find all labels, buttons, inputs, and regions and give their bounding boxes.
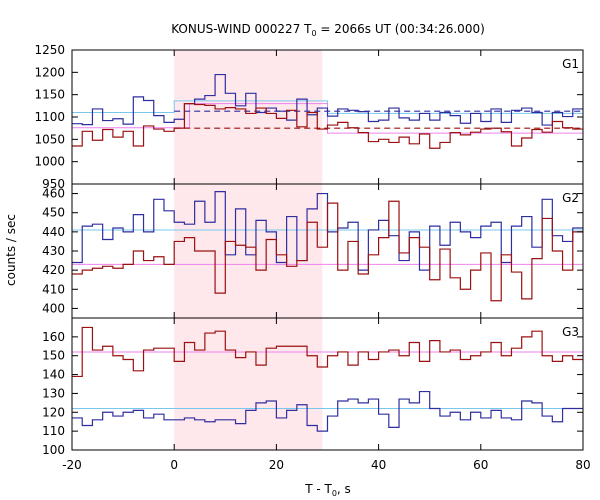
step-series-G2-red [72, 200, 583, 302]
x-tick-label-20: 20 [269, 458, 284, 472]
y-tick-label-G1-1250: 1250 [34, 43, 65, 57]
x-tick-label-0: 0 [170, 458, 178, 472]
y-tick-label-G3-120: 120 [42, 405, 65, 419]
x-tick-label-80: 80 [575, 458, 590, 472]
y-tick-label-G3-130: 130 [42, 386, 65, 400]
y-tick-label-G1-1000: 1000 [34, 155, 65, 169]
y-tick-label-G2-460: 460 [42, 187, 65, 201]
y-tick-label-G3-160: 160 [42, 330, 65, 344]
y-tick-label-G2-430: 430 [42, 244, 65, 258]
panel-frame-G3 [71, 317, 584, 451]
x-axis-label: T - T0, s [304, 482, 351, 498]
y-tick-label-G1-1050: 1050 [34, 132, 65, 146]
step-series-G1-blue [72, 73, 583, 126]
y-tick-label-G2-440: 440 [42, 225, 65, 239]
panel-label-G3: G3 [562, 325, 579, 339]
level-line-G1-cyan [72, 100, 583, 114]
step-series-G3-blue [72, 390, 583, 432]
y-tick-label-G1-950: 950 [42, 177, 65, 191]
y-tick-label-G2-400: 400 [42, 301, 65, 315]
y-tick-label-G2-420: 420 [42, 263, 65, 277]
y-tick-label-G2-450: 450 [42, 206, 65, 220]
step-series-G1-red [72, 103, 583, 149]
y-tick-label-G1-1100: 1100 [34, 110, 65, 124]
y-tick-label-G3-140: 140 [42, 368, 65, 382]
y-tick-label-G1-1200: 1200 [34, 65, 65, 79]
x-tick-label-40: 40 [371, 458, 386, 472]
shaded-interval-G1 [174, 50, 323, 184]
y-tick-label-G2-410: 410 [42, 282, 65, 296]
y-tick-label-G3-110: 110 [42, 424, 65, 438]
panel-label-G1: G1 [562, 57, 579, 71]
y-tick-label-G3-100: 100 [42, 443, 65, 457]
step-series-G3-red [72, 326, 583, 378]
x-tick-label-60: 60 [473, 458, 488, 472]
y-axis-label: counts / sec [4, 214, 18, 286]
chart-title: KONUS-WIND 000227 T0 = 2066s UT (00:34:2… [171, 22, 485, 38]
panel-label-G2: G2 [562, 191, 579, 205]
shaded-interval-G3 [174, 318, 323, 450]
y-tick-label-G1-1150: 1150 [34, 88, 65, 102]
x-tick-label--20: -20 [62, 458, 82, 472]
y-tick-label-G3-150: 150 [42, 349, 65, 363]
